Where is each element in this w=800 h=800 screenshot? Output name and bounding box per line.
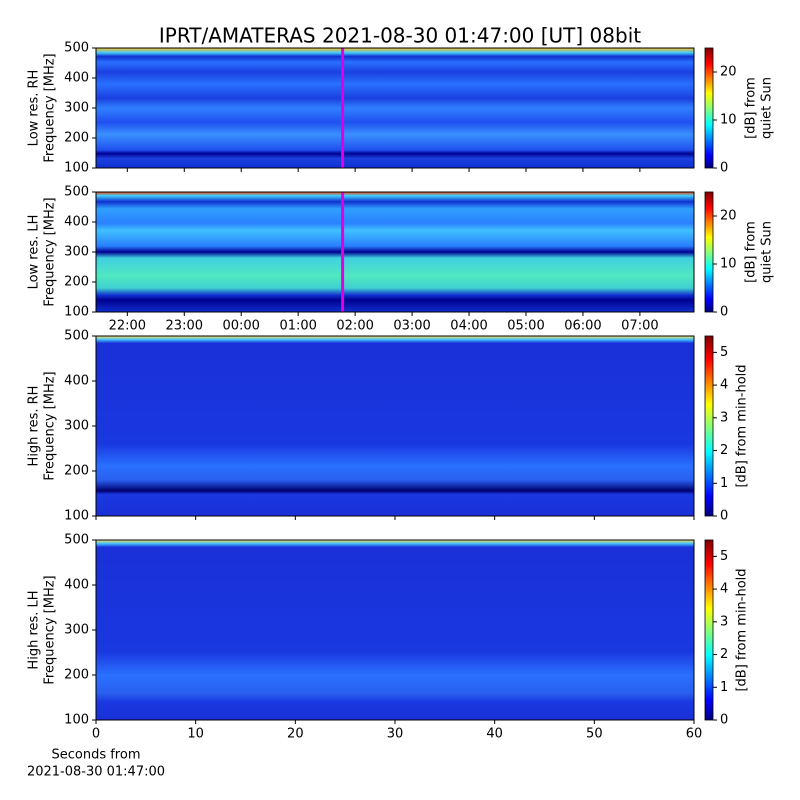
colorbar-label: quiet Sun xyxy=(760,77,775,139)
y-axis-label: High res. RH xyxy=(27,386,42,467)
colorbar-tick-label: 20 xyxy=(720,209,737,224)
y-tick-label: 500 xyxy=(64,41,89,56)
y-axis-label: Low res. RH xyxy=(27,70,42,147)
y-tick-label: 300 xyxy=(64,245,89,260)
spectrogram xyxy=(96,48,694,168)
colorbar-tick-label: 5 xyxy=(720,345,728,360)
colorbar-tick-label: 20 xyxy=(720,65,737,80)
x-tick-label: 23:00 xyxy=(166,319,203,334)
y-tick-label: 300 xyxy=(64,623,89,638)
colorbar-tick-label: 0 xyxy=(720,509,728,524)
x-tick-label: 05:00 xyxy=(507,319,544,334)
y-tick-label: 300 xyxy=(64,101,89,116)
colorbar-tick-label: 1 xyxy=(720,680,728,695)
colorbar-tick-label: 3 xyxy=(720,614,728,629)
x-tick-label: 06:00 xyxy=(564,319,601,334)
colorbar-tick-label: 2 xyxy=(720,647,728,662)
x-tick-label: 60 xyxy=(686,727,703,742)
x-axis-label: 2021-08-30 01:47:00 xyxy=(27,765,165,780)
x-tick-label: 00:00 xyxy=(222,319,259,334)
y-tick-label: 200 xyxy=(64,275,89,290)
x-axis-label: Seconds from xyxy=(51,748,140,763)
colorbar-tick-label: 10 xyxy=(720,257,737,272)
y-axis-label: Frequency [MHz] xyxy=(43,197,58,306)
y-axis-label: High res. LH xyxy=(27,590,42,669)
colorbar-tick-label: 5 xyxy=(720,549,728,564)
colorbar-tick-label: 10 xyxy=(720,113,737,128)
colorbar-label: [dB] from min-hold xyxy=(735,364,750,487)
figure-title: IPRT/AMATERAS 2021-08-30 01:47:00 [UT] 0… xyxy=(159,24,641,48)
y-tick-label: 400 xyxy=(64,71,89,86)
y-tick-label: 500 xyxy=(64,329,89,344)
colorbar xyxy=(705,540,713,720)
x-tick-label: 30 xyxy=(387,727,404,742)
x-tick-label: 04:00 xyxy=(450,319,487,334)
y-tick-label: 400 xyxy=(64,374,89,389)
y-axis-label: Frequency [MHz] xyxy=(43,53,58,162)
y-axis-label: Low res. LH xyxy=(27,215,42,290)
y-axis-label: Frequency [MHz] xyxy=(43,371,58,480)
y-tick-label: 400 xyxy=(64,215,89,230)
y-tick-label: 500 xyxy=(64,533,89,548)
colorbar xyxy=(705,192,713,312)
colorbar-label: [dB] from xyxy=(744,221,759,283)
colorbar-tick-label: 2 xyxy=(720,443,728,458)
x-tick-label: 22:00 xyxy=(109,319,146,334)
x-tick-label: 40 xyxy=(486,727,503,742)
spectrogram xyxy=(96,336,694,516)
colorbar-tick-label: 0 xyxy=(720,713,728,728)
y-tick-label: 100 xyxy=(64,305,89,320)
spectrogram xyxy=(96,540,694,720)
y-tick-label: 100 xyxy=(64,509,89,524)
y-tick-label: 200 xyxy=(64,131,89,146)
y-tick-label: 400 xyxy=(64,578,89,593)
y-tick-label: 200 xyxy=(64,464,89,479)
colorbar-tick-label: 3 xyxy=(720,410,728,425)
colorbar-label: [dB] from min-hold xyxy=(735,568,750,691)
colorbar-label: quiet Sun xyxy=(760,221,775,283)
x-tick-label: 10 xyxy=(187,727,204,742)
y-tick-label: 200 xyxy=(64,668,89,683)
colorbar-tick-label: 0 xyxy=(720,161,728,176)
y-axis-label: Frequency [MHz] xyxy=(43,575,58,684)
y-tick-label: 300 xyxy=(64,419,89,434)
y-tick-label: 500 xyxy=(64,185,89,200)
colorbar-tick-label: 4 xyxy=(720,378,728,393)
x-tick-label: 0 xyxy=(92,727,100,742)
x-tick-label: 01:00 xyxy=(279,319,316,334)
spectrogram xyxy=(96,192,694,312)
y-tick-label: 100 xyxy=(64,713,89,728)
x-tick-label: 20 xyxy=(287,727,304,742)
x-tick-label: 07:00 xyxy=(621,319,658,334)
y-tick-label: 100 xyxy=(64,161,89,176)
colorbar-label: [dB] from xyxy=(744,77,759,139)
x-tick-label: 50 xyxy=(586,727,603,742)
x-tick-label: 02:00 xyxy=(336,319,373,334)
colorbar-tick-label: 0 xyxy=(720,305,728,320)
colorbar-tick-label: 1 xyxy=(720,476,728,491)
colorbar xyxy=(705,336,713,516)
colorbar-tick-label: 4 xyxy=(720,582,728,597)
x-tick-label: 03:00 xyxy=(393,319,430,334)
colorbar xyxy=(705,48,713,168)
